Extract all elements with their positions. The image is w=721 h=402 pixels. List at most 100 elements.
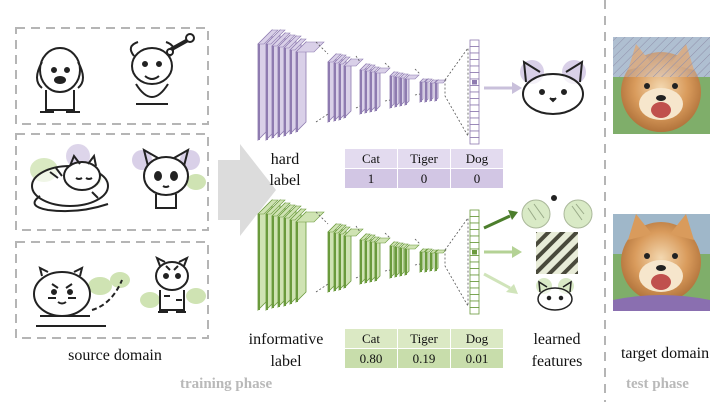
- network-layer-top: [295, 211, 325, 223]
- network-connector: [315, 41, 329, 55]
- network-layer-front: [290, 50, 292, 134]
- hard-table-value: 0: [397, 168, 451, 189]
- network-layer-top: [364, 64, 376, 72]
- network-layer-top: [327, 223, 342, 233]
- fc-neuron: [469, 52, 480, 60]
- fc-neuron: [469, 117, 480, 125]
- network-layer-top: [434, 249, 447, 254]
- fc-neuron: [469, 268, 480, 276]
- hard-active-neuron: [472, 80, 477, 85]
- network-layer-front: [395, 247, 397, 277]
- network-layer-top: [399, 73, 409, 79]
- network-layer-top: [369, 236, 380, 243]
- network-layer-top: [424, 78, 433, 83]
- fc-neuron: [469, 287, 480, 295]
- network-layer-top: [343, 228, 364, 237]
- network-layer-top: [327, 53, 342, 63]
- informative-active-neuron: [472, 250, 477, 255]
- fc-neuron: [469, 137, 480, 145]
- network-layer-top: [394, 72, 404, 78]
- hard-table-value-row: 1 0 0: [344, 168, 504, 189]
- network-layer-front: [266, 214, 268, 310]
- network-layer-top: [389, 71, 399, 77]
- fc-neuron: [469, 281, 480, 289]
- network-layer-front: [296, 222, 298, 302]
- hard-table-header: Dog: [450, 148, 504, 169]
- network-layer-top: [333, 54, 347, 64]
- fc-neuron: [469, 229, 480, 237]
- source-box-cats: [15, 133, 209, 231]
- network-connector: [414, 68, 421, 75]
- hard-table-header: Cat: [344, 148, 398, 169]
- network-layer-front: [405, 249, 407, 275]
- source-domain-label: source domain: [68, 347, 162, 364]
- hard-table-header: Tiger: [397, 148, 451, 169]
- network-connector: [315, 283, 329, 293]
- network-layer-front: [344, 66, 346, 118]
- network-layer-front: [272, 216, 274, 308]
- network-flatten: [444, 216, 469, 308]
- network-layer-top: [289, 38, 307, 51]
- hard-label-table: Cat Tiger Dog 1 0 0: [344, 148, 504, 189]
- network-connector: [414, 93, 421, 96]
- network-layer-front: [328, 232, 330, 292]
- network-layer-top: [389, 241, 399, 247]
- network-layer-front: [370, 242, 372, 282]
- network-layer-front: [425, 82, 427, 102]
- network-layer-front: [334, 63, 336, 121]
- network-layer-front: [375, 73, 377, 111]
- network-layer-top: [333, 224, 347, 234]
- fc-neuron: [469, 222, 480, 230]
- fc-neuron: [469, 261, 480, 269]
- network-connector: [384, 232, 391, 239]
- network-layer-top: [369, 66, 380, 73]
- network-layer-front: [344, 236, 346, 288]
- network-layer-front: [390, 246, 392, 278]
- network-layer-front: [370, 72, 372, 112]
- source-box-dogs: [15, 27, 209, 125]
- network-layer-front: [258, 44, 260, 140]
- informative-table-header: Dog: [450, 328, 504, 349]
- network-layer-front: [296, 52, 298, 132]
- informative-output-arrows-icon: [483, 210, 522, 294]
- fc-neuron: [469, 300, 480, 308]
- fc-neuron: [469, 216, 480, 224]
- network-layer-front: [339, 234, 341, 290]
- network-layer-top: [424, 248, 433, 253]
- fc-neuron: [469, 307, 480, 315]
- network-layer-front: [278, 217, 280, 307]
- network-layer-front: [334, 233, 336, 291]
- network-layer-front: [435, 253, 437, 271]
- sleeping-cat-sketch-icon: [30, 144, 109, 213]
- stripes-feature-icon: [536, 232, 578, 274]
- network-layer-top: [419, 78, 428, 83]
- network-layer-top: [265, 199, 286, 215]
- network-connector: [384, 62, 391, 69]
- fc-neuron: [469, 130, 480, 138]
- network-layer-front: [272, 46, 274, 138]
- network-layer-front: [360, 70, 362, 114]
- network-layer-front: [395, 77, 397, 107]
- fc-neuron: [469, 98, 480, 106]
- network-layer-front: [258, 214, 260, 310]
- network-connector: [355, 275, 361, 279]
- network-layer-front: [278, 47, 280, 137]
- learned-features-line2: features: [531, 353, 583, 370]
- network-layer-top: [374, 67, 391, 74]
- network-layer-top: [374, 237, 391, 244]
- phase-arrow-icon: [218, 144, 276, 236]
- network-layer-front: [405, 79, 407, 105]
- informative-table-value: 0.80: [344, 348, 398, 369]
- shiba-dog-photo-occluded-icon: [613, 37, 710, 134]
- network-connector: [355, 55, 361, 63]
- network-layer-top: [338, 226, 351, 235]
- informative-label-line1: informative: [248, 331, 324, 348]
- network-connector: [414, 263, 421, 266]
- fc-neuron: [469, 39, 480, 47]
- informative-label-line2: label: [270, 353, 302, 370]
- network-layer-front: [425, 252, 427, 272]
- network-layer-front: [365, 71, 367, 113]
- informative-table-value: 0.19: [397, 348, 451, 369]
- informative-table-header-row: Cat Tiger Dog: [344, 328, 504, 349]
